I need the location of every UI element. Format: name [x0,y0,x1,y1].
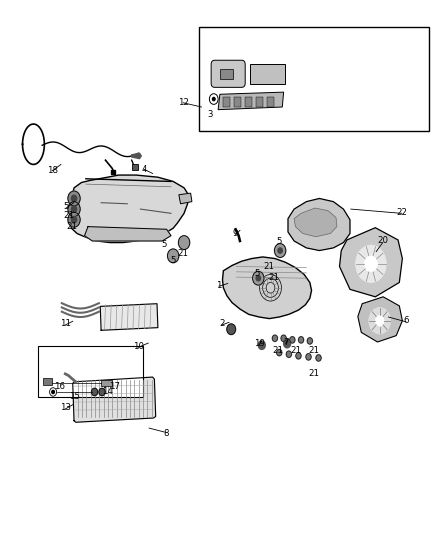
Polygon shape [223,257,311,319]
Bar [220,69,233,79]
Polygon shape [73,377,155,422]
Bar [199,27,428,131]
Text: 1: 1 [216,280,222,289]
Circle shape [275,244,286,257]
Text: 20: 20 [377,237,388,246]
Circle shape [306,354,311,360]
Bar [256,98,263,107]
Polygon shape [132,154,141,159]
Circle shape [227,324,236,335]
Circle shape [212,98,215,101]
Text: 3: 3 [208,110,213,119]
Circle shape [272,335,278,342]
Polygon shape [288,198,350,251]
Bar [250,64,286,84]
Polygon shape [294,208,337,237]
Bar [245,98,252,107]
Circle shape [277,350,282,356]
Text: 22: 22 [396,208,407,217]
Text: 5: 5 [254,269,260,278]
Text: 16: 16 [54,382,65,391]
Text: 5: 5 [170,256,176,264]
Circle shape [99,388,105,395]
Circle shape [71,195,77,201]
Text: 10: 10 [133,342,144,351]
Circle shape [375,316,384,326]
Circle shape [71,206,77,212]
Bar [234,98,241,107]
Polygon shape [218,92,284,110]
Text: 19: 19 [254,339,265,348]
Bar [223,98,230,107]
Polygon shape [100,304,158,330]
Text: 9: 9 [233,229,238,238]
Circle shape [167,249,179,263]
Text: 8: 8 [163,430,169,439]
Bar [267,98,274,107]
Polygon shape [339,228,403,297]
Text: 14: 14 [102,387,113,397]
Circle shape [178,236,190,249]
Circle shape [92,388,98,395]
Text: 18: 18 [47,166,58,175]
Text: 17: 17 [109,382,120,391]
Polygon shape [85,227,171,241]
Text: 4: 4 [141,165,147,174]
Circle shape [296,353,301,359]
Circle shape [256,276,261,281]
Text: 2: 2 [219,319,225,328]
Text: 5: 5 [64,203,69,212]
Bar [101,379,112,386]
Bar [43,377,52,385]
Circle shape [68,191,80,206]
Circle shape [52,390,54,393]
Circle shape [258,341,265,350]
Circle shape [278,248,283,253]
Circle shape [307,338,312,344]
Text: 11: 11 [60,319,71,328]
Circle shape [281,335,286,342]
Circle shape [284,340,290,348]
Circle shape [290,337,295,343]
FancyBboxPatch shape [211,60,245,87]
Polygon shape [179,193,192,204]
Circle shape [356,245,386,282]
Circle shape [298,337,304,343]
Circle shape [253,271,264,285]
Text: 21: 21 [309,346,320,355]
Text: 21: 21 [264,262,275,271]
Circle shape [68,201,80,216]
Text: 21: 21 [290,346,301,355]
Circle shape [316,355,321,361]
Text: 12: 12 [178,98,189,107]
Circle shape [71,216,77,223]
Text: 21: 21 [63,212,74,221]
Polygon shape [358,297,403,342]
Text: 5: 5 [162,240,167,249]
Circle shape [364,256,378,272]
Text: 21: 21 [268,273,279,282]
Circle shape [286,351,291,358]
Text: 13: 13 [60,403,71,413]
Circle shape [68,212,80,227]
Text: 6: 6 [403,316,409,325]
Bar [38,346,143,397]
Text: 7: 7 [283,338,289,347]
Text: 15: 15 [68,392,80,401]
Text: 5: 5 [276,237,282,246]
Text: 21: 21 [66,222,77,231]
Text: 21: 21 [309,369,320,378]
Text: 21: 21 [178,249,189,259]
Text: 21: 21 [272,346,283,355]
Circle shape [369,308,391,334]
Bar [132,165,138,169]
Polygon shape [70,175,188,243]
